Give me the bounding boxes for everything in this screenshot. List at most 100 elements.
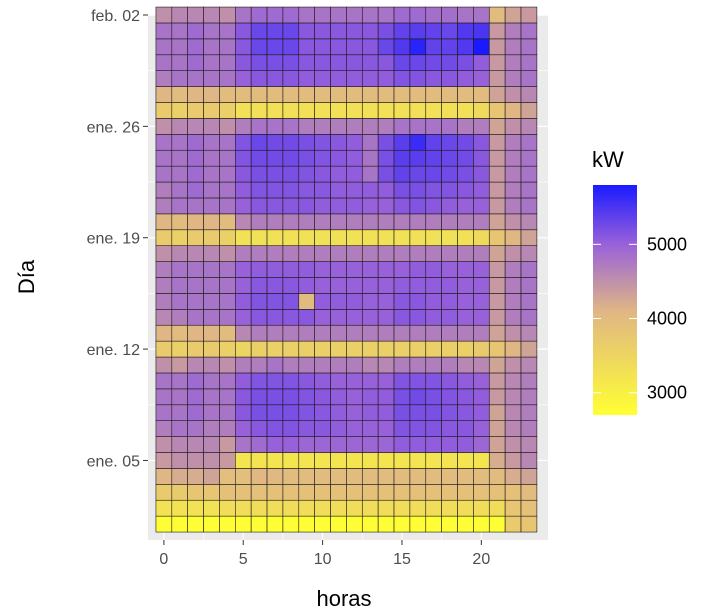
heatmap-tile [171, 293, 188, 310]
heatmap-tile [187, 404, 204, 421]
heatmap-tile [250, 181, 268, 199]
heatmap-tile [473, 229, 490, 246]
heatmap-tile [488, 6, 506, 24]
heatmap-tile [250, 22, 268, 40]
heatmap-tile [361, 420, 379, 437]
heatmap-tile [393, 86, 411, 103]
heatmap-tile [409, 70, 427, 87]
y-tick-label: feb. 02 [91, 8, 140, 25]
heatmap-tile [377, 149, 395, 167]
heatmap-tile [235, 499, 252, 517]
heatmap-tile [171, 515, 188, 533]
heatmap-tile [298, 134, 315, 151]
heatmap-tile [250, 165, 268, 183]
x-axis-title: horas [316, 586, 371, 611]
heatmap-tile [488, 340, 506, 358]
heatmap-tile [393, 372, 411, 390]
heatmap-tile [219, 22, 236, 40]
heatmap-tile [298, 149, 315, 167]
heatmap-tile [346, 388, 363, 406]
heatmap-tile [155, 484, 173, 501]
heatmap-tile [266, 515, 284, 533]
heatmap-tile [504, 436, 522, 453]
heatmap-tile [330, 324, 347, 342]
heatmap-tile [314, 452, 331, 469]
heatmap-tile [377, 372, 395, 390]
heatmap-tile [266, 245, 284, 262]
heatmap-tile [282, 388, 300, 406]
heatmap-tile [330, 86, 347, 103]
heatmap-tile [330, 436, 347, 453]
heatmap-tile [298, 229, 315, 246]
heatmap-tile [282, 70, 300, 87]
heatmap-tile [361, 86, 379, 103]
heatmap-tile [425, 340, 442, 358]
x-tick-label: 20 [472, 551, 490, 568]
heatmap-tile [187, 118, 204, 135]
heatmap-tile [457, 165, 474, 183]
heatmap-tile [409, 388, 427, 406]
heatmap-tile [488, 102, 506, 119]
heatmap-tile [314, 484, 331, 501]
heatmap-tile [266, 420, 284, 437]
heatmap-tile [441, 372, 458, 390]
heatmap-tile [235, 452, 252, 469]
heatmap-tile [266, 165, 284, 183]
heatmap-tile [473, 197, 490, 215]
heatmap-tile [457, 499, 474, 517]
heatmap-tile [425, 197, 442, 215]
y-axis-title: Día [14, 259, 39, 294]
heatmap-tile [346, 499, 363, 517]
heatmap-tile [203, 197, 220, 215]
heatmap-tile [219, 436, 236, 453]
heatmap-tile [504, 102, 522, 119]
heatmap-tile [171, 356, 188, 374]
heatmap-tile [457, 452, 474, 469]
heatmap-tile [266, 102, 284, 119]
heatmap-tile [473, 245, 490, 262]
heatmap-tile [314, 324, 331, 342]
heatmap-tile [457, 388, 474, 406]
heatmap-tile [219, 356, 236, 374]
heatmap-tile [219, 149, 236, 167]
heatmap-tile [520, 229, 538, 246]
heatmap-tile [457, 86, 474, 103]
heatmap-tile [314, 436, 331, 453]
heatmap-tile [250, 86, 268, 103]
heatmap-tile [409, 197, 427, 215]
heatmap-tile [425, 149, 442, 167]
heatmap-tile [504, 149, 522, 167]
heatmap-tile [473, 38, 490, 56]
heatmap-tile [457, 118, 474, 135]
heatmap-tile [219, 499, 236, 517]
heatmap-tile [314, 213, 331, 231]
heatmap-tile [298, 372, 315, 390]
heatmap-tile [155, 515, 173, 533]
heatmap-tile [298, 213, 315, 231]
heatmap-tile [425, 213, 442, 231]
heatmap-tile [155, 181, 173, 199]
heatmap-tile [425, 468, 442, 485]
heatmap-tile [504, 340, 522, 358]
heatmap-tile [361, 404, 379, 421]
heatmap-tile [488, 22, 506, 40]
heatmap-tile [377, 102, 395, 119]
heatmap-tile [250, 213, 268, 231]
heatmap-tile [346, 118, 363, 135]
heatmap-tile [203, 165, 220, 183]
heatmap-tile [203, 468, 220, 485]
heatmap-tile [203, 102, 220, 119]
heatmap-tile [488, 134, 506, 151]
heatmap-tile [409, 102, 427, 119]
heatmap-tile [377, 499, 395, 517]
heatmap-tile [330, 102, 347, 119]
heatmap-tile [282, 229, 300, 246]
heatmap-tile [171, 22, 188, 40]
heatmap-tile [314, 38, 331, 56]
heatmap-tile [346, 515, 363, 533]
heatmap-tile [504, 245, 522, 262]
heatmap-tile [409, 499, 427, 517]
heatmap-tile [171, 277, 188, 294]
heatmap-tile [155, 452, 173, 469]
